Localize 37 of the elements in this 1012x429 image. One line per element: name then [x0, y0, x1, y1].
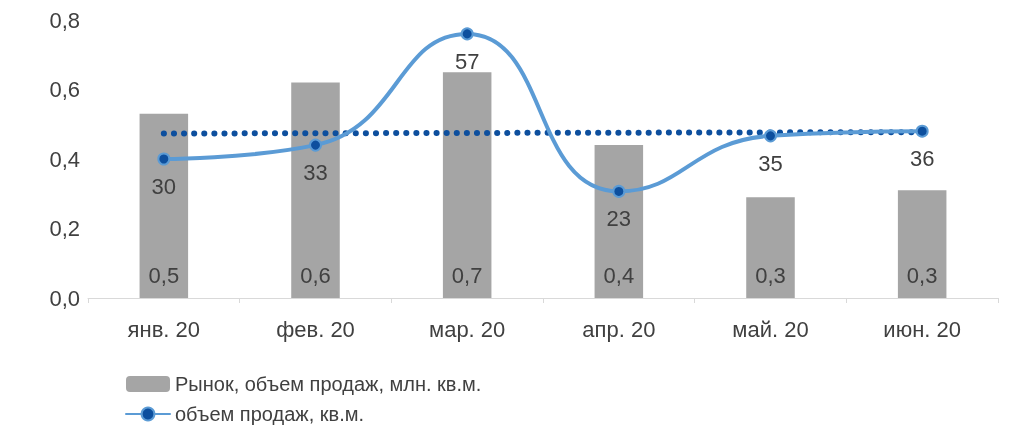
y-tick-label: 0,4 — [49, 146, 80, 172]
data-label: 23 — [606, 206, 632, 232]
data-label: 0,4 — [603, 262, 635, 288]
x-tick-label: янв. 20 — [127, 316, 201, 342]
data-label: 0,5 — [148, 262, 180, 288]
point — [915, 124, 929, 138]
y-tick-label: 0,2 — [49, 216, 80, 241]
y-tick-label: 0,8 — [49, 7, 80, 33]
data-label: 33 — [303, 160, 328, 186]
bar — [139, 113, 189, 298]
bar — [746, 197, 795, 298]
data-label: 36 — [909, 146, 935, 172]
point — [612, 184, 626, 198]
x-tick-label: фев. 20 — [276, 316, 355, 342]
bar — [291, 82, 340, 298]
legend-label: Рынок, объем продаж, млн. кв.м. — [175, 373, 482, 395]
point — [764, 129, 777, 143]
x-tick-label: апр. 20 — [582, 316, 656, 342]
data-label: 0,3 — [906, 262, 938, 288]
bar — [897, 190, 947, 298]
x-tick-label: май. 20 — [732, 316, 809, 342]
point — [309, 138, 322, 152]
data-label: 0,7 — [451, 262, 483, 288]
data-label: 0,3 — [755, 262, 786, 288]
data-label: 35 — [758, 150, 783, 176]
data-label: 30 — [151, 174, 177, 199]
data-label: 0,6 — [300, 262, 331, 288]
point — [460, 27, 474, 41]
bar — [442, 72, 492, 298]
x-tick-label: июн. 20 — [883, 316, 961, 342]
legend-label: объем продаж, кв.м. — [175, 403, 365, 425]
data-label: 57 — [454, 48, 480, 74]
x-tick-label: мар. 20 — [429, 316, 506, 342]
point — [157, 152, 171, 166]
y-tick-label: 0,0 — [49, 285, 80, 311]
y-tick-label: 0,6 — [49, 77, 80, 102]
bar — [594, 145, 644, 298]
